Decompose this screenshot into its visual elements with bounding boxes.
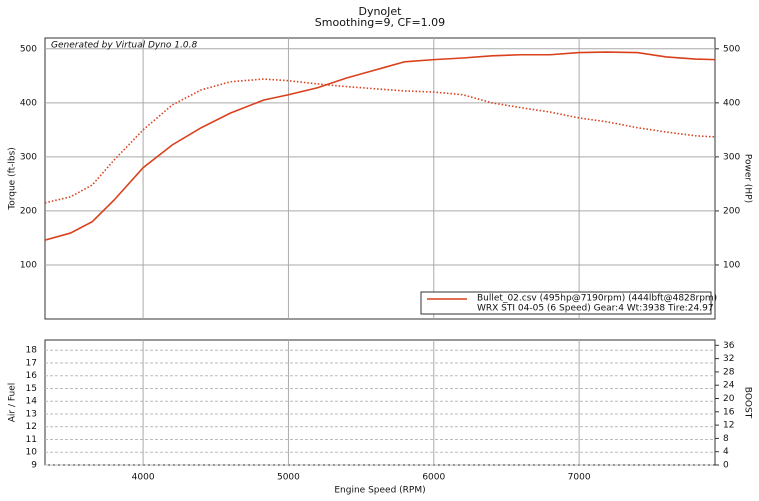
y2-tick-label: 12: [723, 421, 734, 431]
y-tick-label: 13: [26, 409, 37, 419]
x-tick-label: 4000: [132, 473, 155, 483]
y-tick-label: 11: [26, 435, 37, 445]
y2-tick-label: 200: [723, 206, 740, 216]
x-tick-label: 6000: [422, 473, 445, 483]
x-tick-label: 5000: [277, 473, 300, 483]
y-tick-label: 15: [26, 384, 37, 394]
y-tick-label: 16: [26, 371, 38, 381]
y-tick-label: 18: [26, 346, 38, 356]
y-tick-label: 400: [20, 98, 37, 108]
y2-tick-label: 4: [723, 447, 729, 457]
y2-tick-label: 20: [723, 394, 735, 404]
y-tick-label: 14: [26, 397, 38, 407]
watermark: Generated by Virtual Dyno 1.0.8: [51, 41, 197, 51]
x-axis-label: Engine Speed (RPM): [334, 486, 425, 496]
y-tick-label: 100: [20, 260, 37, 270]
x-tick-label: 7000: [568, 473, 591, 483]
y-tick-label: 9: [31, 461, 37, 471]
y2-tick-label: 28: [723, 367, 735, 377]
y2-tick-label: 36: [723, 341, 735, 351]
y2-tick-label: 8: [723, 434, 729, 444]
y2-axis-label: BOOST: [743, 387, 753, 419]
y2-tick-label: 16: [723, 407, 735, 417]
series-line: [44, 51, 716, 241]
legend-text: WRX STI 04-05 (6 Speed) Gear:4 Wt:3938 T…: [477, 304, 714, 314]
y2-axis-label: Power (HP): [743, 154, 753, 203]
y-axis-label: Torque (ft-lbs): [8, 147, 18, 211]
y2-tick-label: 32: [723, 354, 734, 364]
y2-tick-label: 400: [723, 98, 740, 108]
y2-tick-label: 500: [723, 44, 740, 54]
y2-tick-label: 0: [723, 461, 729, 471]
y2-tick-label: 24: [723, 381, 735, 391]
y-tick-label: 300: [20, 152, 37, 162]
y-tick-label: 10: [26, 448, 38, 458]
chart-subtitle: Smoothing=9, CF=1.09: [315, 16, 445, 29]
y2-tick-label: 100: [723, 260, 740, 270]
legend-box: [420, 291, 712, 315]
plot-area: [44, 339, 716, 466]
y-tick-label: 17: [26, 358, 37, 368]
y-axis-label: Air / Fuel: [8, 383, 18, 423]
y-tick-label: 500: [20, 44, 37, 54]
y-tick-label: 200: [20, 206, 37, 216]
plot-area: [44, 37, 716, 320]
y2-tick-label: 300: [723, 152, 740, 162]
y-tick-label: 12: [26, 422, 37, 432]
legend-text: Bullet_02.csv (495hp@7190rpm) (444lbft@4…: [477, 294, 717, 304]
chart-title: DynoJet: [358, 5, 402, 18]
